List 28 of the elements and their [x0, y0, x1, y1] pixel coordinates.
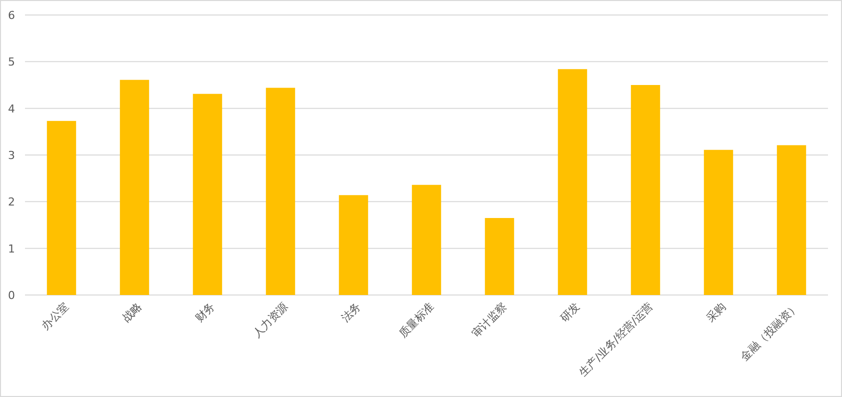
y-tick-label: 2 — [8, 196, 15, 209]
bar — [192, 94, 222, 295]
bar — [266, 88, 296, 295]
y-tick-label: 6 — [8, 9, 15, 22]
x-tick-label: 战略 — [120, 300, 145, 325]
y-tick-label: 3 — [8, 149, 15, 162]
bar — [120, 80, 150, 295]
y-tick-label: 5 — [8, 56, 15, 69]
y-tick-label: 1 — [8, 242, 15, 256]
x-tick-label: 金融（投融资） — [738, 300, 802, 364]
bar — [630, 85, 660, 295]
x-tick-label: 审计监察 — [469, 300, 510, 340]
bar — [412, 184, 442, 295]
y-tick-label: 4 — [8, 102, 15, 116]
x-tick-label: 办公室 — [39, 300, 72, 332]
x-tick-label: 人力资源 — [250, 300, 291, 340]
bar — [558, 69, 588, 295]
x-tick-label: 法务 — [338, 300, 364, 325]
x-tick-label: 质量标准 — [396, 300, 437, 340]
x-tick-label: 研发 — [558, 300, 583, 325]
y-tick-label: 0 — [8, 289, 15, 302]
x-tick-label: 采购 — [704, 300, 729, 325]
x-tick-label: 财务 — [192, 300, 218, 325]
bar — [704, 150, 734, 295]
bar — [484, 218, 514, 295]
bar — [776, 145, 806, 295]
bar — [46, 120, 76, 295]
bar — [338, 195, 368, 295]
